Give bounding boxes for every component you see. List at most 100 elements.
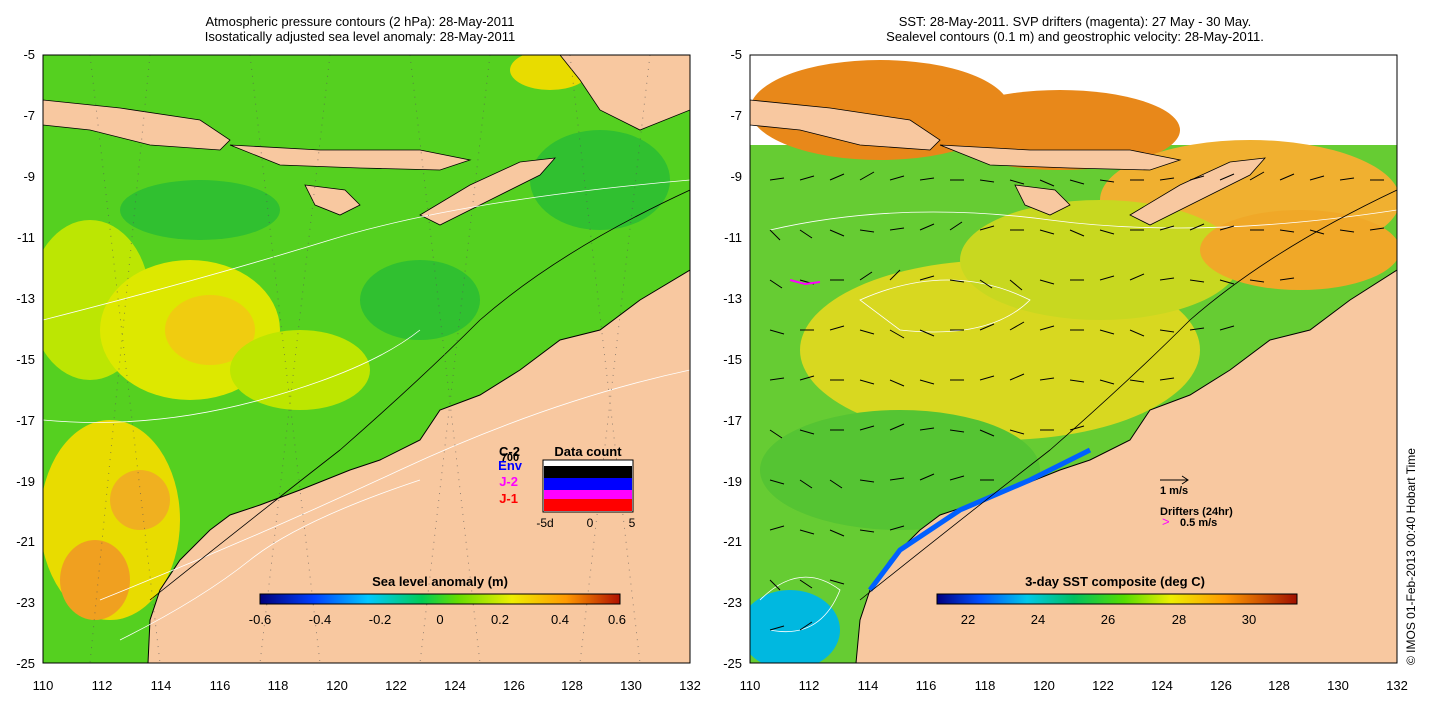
drifter-chevron-icon: >	[1162, 514, 1170, 529]
x-tick-label: 114	[858, 678, 879, 693]
sla-blob	[120, 180, 280, 240]
sla-colorbar: Sea level anomaly (m) -0.6 -0.4 -0.2 0 0…	[249, 574, 626, 627]
x-tick-label: 132	[679, 678, 701, 693]
coastal-cold-strip	[868, 447, 1092, 592]
legend-env: Env	[498, 458, 523, 473]
velocity-legend: 1 m/s Drifters (24hr) > 0.5 m/s	[1160, 475, 1233, 529]
pressure-contour	[99, 369, 690, 601]
right-map	[750, 55, 1397, 663]
svp-drifter-track	[789, 279, 821, 286]
x-tick-label: 116	[210, 678, 231, 693]
timor-island	[419, 157, 556, 226]
sst-colorbar-tick: 26	[1101, 612, 1115, 627]
left-y-axis: -5 -7 -9 -11 -13 -15 -17 -19 -21 -23 -25	[16, 47, 35, 671]
x-tick-label: 124	[1151, 678, 1173, 693]
sst-warm-patch	[1200, 210, 1397, 290]
right-y-axis: -5 -7 -9 -11 -13 -15 -17 -19 -21 -23 -25	[723, 47, 742, 671]
y-tick-label: -23	[723, 595, 742, 610]
y-tick-label: -19	[723, 474, 742, 489]
right-title-line2: Sealevel contours (0.1 m) and geostrophi…	[886, 29, 1264, 44]
sla-blob	[60, 540, 130, 620]
left-map	[43, 55, 690, 663]
drifters-speed-label: 0.5 m/s	[1180, 517, 1217, 529]
left-map-frame	[42, 54, 691, 664]
y-tick-label: -21	[16, 534, 35, 549]
y-tick-label: -15	[16, 352, 35, 367]
sst-colorbar-tick: 22	[961, 612, 975, 627]
y-tick-label: -7	[23, 108, 35, 123]
right-title-line1: SST: 28-May-2011. SVP drifters (magenta)…	[898, 14, 1252, 29]
x-tick-label: 118	[268, 678, 289, 693]
sealevel-contour	[859, 279, 1031, 333]
data-count-inset: Data count 700 C-2 Env J-2 J-1 -5d 0 5	[498, 444, 636, 530]
sla-colorbar-tick: 0	[436, 612, 443, 627]
sst-colorbar-tick: 30	[1242, 612, 1256, 627]
y-tick-label: -5	[23, 47, 35, 62]
sst-colorbar-tick: 28	[1172, 612, 1186, 627]
y-tick-label: -19	[16, 474, 35, 489]
left-x-axis: 110 112 114 116 118 120 122 124 126 128 …	[33, 678, 701, 693]
sla-blob	[360, 260, 480, 340]
right-x-axis: 110 112 114 116 118 120 122 124 126 128 …	[740, 678, 1408, 693]
sla-colorbar-tick: -0.6	[249, 612, 271, 627]
pressure-contour	[43, 329, 421, 423]
y-tick-label: -21	[723, 534, 742, 549]
left-title-line1: Atmospheric pressure contours (2 hPa): 2…	[205, 14, 515, 29]
sst-cool-patch	[760, 410, 1040, 530]
left-map-title: Atmospheric pressure contours (2 hPa): 2…	[60, 14, 660, 44]
x-tick-label: 128	[561, 678, 583, 693]
x-tick-label: 110	[33, 678, 54, 693]
sumba-island	[1014, 184, 1071, 216]
x-tick-label: 128	[1268, 678, 1290, 693]
inset-title: Data count	[554, 444, 622, 459]
sealevel-contour	[769, 209, 1397, 231]
x-tick-label: 130	[620, 678, 642, 693]
y-tick-label: -15	[723, 352, 742, 367]
y-tick-label: -23	[16, 595, 35, 610]
x-tick-label: 120	[326, 678, 348, 693]
sla-colorbar-title: Sea level anomaly (m)	[372, 574, 508, 589]
bathymetry-contour	[859, 189, 1397, 601]
legend-j1: J-1	[499, 491, 518, 506]
sla-blob	[530, 130, 670, 230]
sla-colorbar-tick: -0.2	[369, 612, 391, 627]
x-tick-label: 126	[1210, 678, 1232, 693]
y-tick-label: -11	[724, 230, 742, 245]
sla-colorbar-tick: 0.2	[491, 612, 509, 627]
inset-x-tick: -5d	[536, 516, 553, 530]
legend-c2: C-2	[499, 444, 520, 459]
x-tick-label: 112	[799, 678, 820, 693]
y-tick-label: -25	[723, 656, 742, 671]
sst-colorbar: 3-day SST composite (deg C) 22 24 26 28 …	[936, 574, 1298, 627]
sst-colorbar-gradient	[936, 593, 1298, 605]
inset-count-label: 700	[501, 452, 519, 464]
inset-x-tick: 0	[587, 516, 594, 530]
sla-blob	[230, 330, 370, 410]
velocity-scale-label: 1 m/s	[1160, 485, 1188, 497]
sla-colorbar-gradient	[259, 593, 621, 605]
y-tick-label: -13	[16, 291, 35, 306]
x-tick-label: 110	[740, 678, 761, 693]
right-map-frame	[749, 54, 1398, 664]
australia-landmass	[147, 269, 690, 663]
imos-credit: © IMOS 01-Feb-2013 00:40 Hobart Time	[1404, 448, 1418, 665]
right-map-title: SST: 28-May-2011. SVP drifters (magenta)…	[750, 14, 1400, 44]
geostrophic-velocity-field	[769, 171, 1385, 631]
x-tick-label: 122	[1092, 678, 1114, 693]
sla-colorbar-tick: -0.4	[309, 612, 331, 627]
sst-colorbar-tick: 24	[1031, 612, 1045, 627]
sst-cool-patch	[750, 590, 840, 663]
lesser-sunda-islands	[229, 144, 472, 171]
x-tick-label: 116	[916, 678, 937, 693]
x-tick-label: 114	[151, 678, 172, 693]
sealevel-contour	[759, 576, 841, 632]
y-tick-label: -9	[23, 169, 35, 184]
legend-j2: J-2	[499, 474, 518, 489]
left-title-line2: Isostatically adjusted sea level anomaly…	[204, 29, 516, 44]
x-tick-label: 124	[444, 678, 466, 693]
y-tick-label: -17	[723, 413, 742, 428]
x-tick-label: 112	[92, 678, 113, 693]
x-tick-label: 126	[503, 678, 525, 693]
sulawesi-region	[559, 55, 690, 131]
inset-x-tick: 5	[629, 516, 636, 530]
